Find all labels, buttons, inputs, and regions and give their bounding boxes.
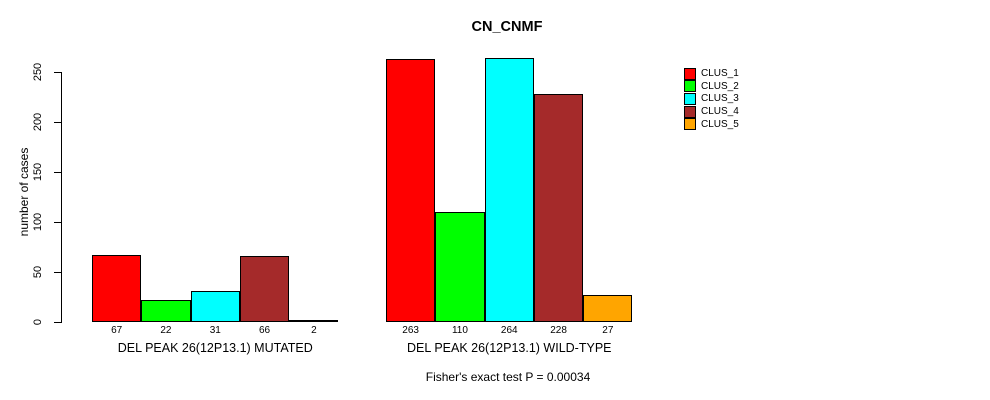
legend-swatch-clus_5 xyxy=(684,118,696,131)
bar-clus_3-group2 xyxy=(484,58,534,322)
chart-title: CN_CNMF xyxy=(471,19,543,35)
legend-label: CLUS_5 xyxy=(701,118,739,130)
bar-clus_1-group2 xyxy=(386,59,436,322)
y-axis-tick-label: 50 xyxy=(32,265,44,279)
bar-value-label: 2 xyxy=(311,325,317,336)
y-axis-tick-label: 100 xyxy=(32,212,44,232)
bar-clus_2-group1 xyxy=(141,300,191,322)
fisher-test-caption: Fisher's exact test P = 0.00034 xyxy=(425,370,591,384)
legend-row-clus_4: CLUS_4 xyxy=(684,105,739,118)
bar-clus_5-group1 xyxy=(289,320,339,322)
bar-clus_3-group1 xyxy=(190,291,240,322)
y-axis-label: number of cases xyxy=(17,147,31,237)
y-axis-tick-label: 0 xyxy=(32,318,44,326)
y-axis-line xyxy=(61,72,62,323)
legend-label: CLUS_4 xyxy=(701,106,739,118)
bar-value-label: 67 xyxy=(111,325,123,336)
bar-clus_4-group1 xyxy=(239,256,290,322)
y-axis-tick xyxy=(54,122,61,123)
legend-label: CLUS_1 xyxy=(701,68,739,79)
legend-row-clus_3: CLUS_3 xyxy=(684,92,739,105)
bar-value-label: 264 xyxy=(500,325,518,336)
y-axis-tick xyxy=(54,172,61,173)
bar-clus_2-group2 xyxy=(435,212,485,322)
legend-row-clus_1: CLUS_1 xyxy=(684,67,739,80)
y-axis-tick-label: 150 xyxy=(32,162,44,182)
bar-value-label: 228 xyxy=(550,325,567,336)
group-label-2: DEL PEAK 26(12P13.1) WILD-TYPE xyxy=(407,341,612,355)
bar-clus_4-group2 xyxy=(533,94,584,322)
bar-clus_5-group2 xyxy=(583,295,633,322)
legend-swatch-clus_3 xyxy=(684,92,696,105)
y-axis-tick xyxy=(54,72,61,73)
legend-label: CLUS_3 xyxy=(701,93,739,105)
legend-row-clus_5: CLUS_5 xyxy=(684,118,739,131)
bar-value-label: 31 xyxy=(209,325,221,336)
legend-swatch-clus_1 xyxy=(684,67,696,80)
bar-value-label: 27 xyxy=(602,325,614,336)
legend-swatch-clus_4 xyxy=(684,105,696,118)
bar-value-label: 263 xyxy=(402,325,419,336)
y-axis-tick-label: 250 xyxy=(32,62,44,82)
bar-value-label: 22 xyxy=(160,325,172,336)
y-axis-tick xyxy=(54,322,61,323)
legend-row-clus_2: CLUS_2 xyxy=(684,80,739,93)
y-axis-tick xyxy=(54,222,61,223)
group-label-1: DEL PEAK 26(12P13.1) MUTATED xyxy=(117,341,313,355)
bar-clus_1-group1 xyxy=(92,255,142,322)
bar-value-label: 110 xyxy=(451,325,468,336)
legend: CLUS_1 CLUS_2 CLUS_3 CLUS_4 CLUS_5 xyxy=(684,67,739,131)
y-axis-tick xyxy=(54,272,61,273)
bar-value-label: 66 xyxy=(258,325,271,336)
y-axis-tick-label: 200 xyxy=(32,112,44,132)
legend-swatch-clus_2 xyxy=(684,80,696,93)
legend-label: CLUS_2 xyxy=(701,80,739,92)
